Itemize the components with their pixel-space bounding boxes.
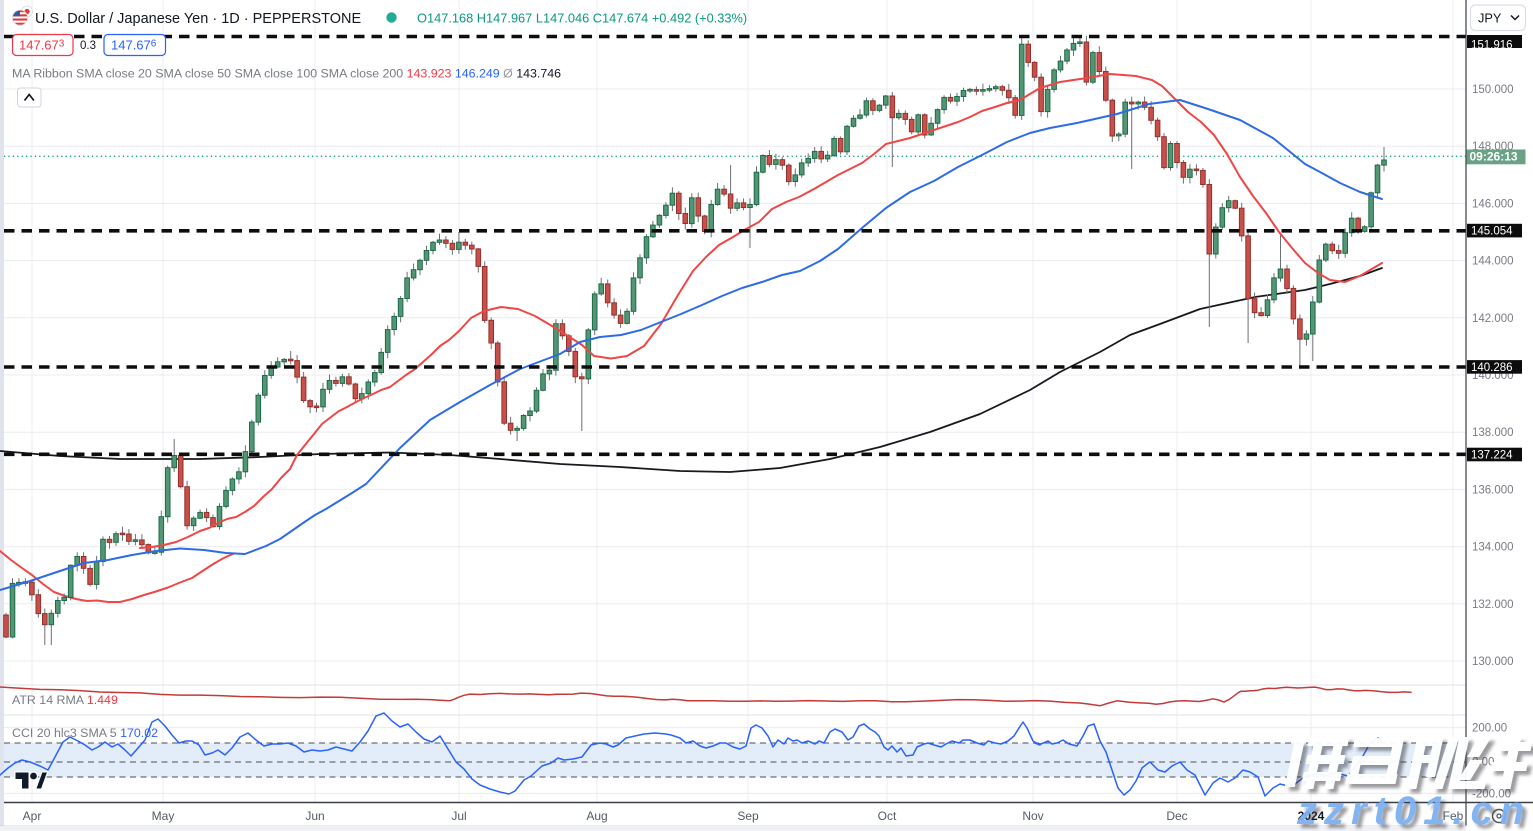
svg-text:Feb: Feb [1443, 809, 1464, 823]
svg-text:134.000: 134.000 [1472, 542, 1514, 554]
svg-text:O147.168 H147.967 L147.046: O147.168 H147.967 L147.046 C147.674 +0.4… [417, 11, 747, 26]
svg-text:150.000: 150.000 [1472, 84, 1514, 96]
svg-text:-200.00: -200.00 [1472, 788, 1511, 800]
svg-text:130.000: 130.000 [1472, 656, 1514, 668]
svg-text:132.000: 132.000 [1472, 599, 1514, 611]
svg-text:146.000: 146.000 [1472, 198, 1514, 210]
svg-text:137.224: 137.224 [1471, 450, 1513, 462]
svg-text:138.000: 138.000 [1472, 427, 1514, 439]
svg-text:U.S. Dollar / Japanese Yen · 1: U.S. Dollar / Japanese Yen · 1D · PEPPER… [35, 11, 361, 27]
svg-text:147.673: 147.673 [19, 38, 65, 53]
svg-text:Sep: Sep [737, 809, 759, 823]
svg-text:Jul: Jul [451, 809, 466, 823]
svg-text:09:26:13: 09:26:13 [1470, 150, 1518, 164]
svg-text:Nov: Nov [1022, 809, 1043, 823]
svg-text:151.916: 151.916 [1471, 40, 1513, 52]
svg-text:Oct: Oct [878, 809, 897, 823]
svg-text:CCI 20 hlc3 SMA 5 170.02: CCI 20 hlc3 SMA 5 170.02 [12, 726, 158, 740]
svg-text:zzrt01.cn: zzrt01.cn [1296, 789, 1531, 831]
svg-text:ATR 14 RMA 1.449: ATR 14 RMA 1.449 [12, 693, 118, 707]
svg-text:Aug: Aug [586, 809, 607, 823]
svg-text:MA Ribbon SMA close 20 SMA clo: MA Ribbon SMA close 20 SMA close 50 SMA … [12, 67, 561, 81]
svg-text:144.000: 144.000 [1472, 256, 1514, 268]
svg-text:Apr: Apr [23, 809, 42, 823]
svg-text:2024: 2024 [1298, 809, 1325, 823]
svg-text:136.000: 136.000 [1472, 484, 1514, 496]
svg-text:200.00: 200.00 [1472, 723, 1507, 735]
svg-text:145.054: 145.054 [1471, 226, 1513, 238]
svg-text:147.676: 147.676 [111, 38, 157, 53]
svg-text:142.000: 142.000 [1472, 313, 1514, 325]
svg-text:0.3: 0.3 [80, 40, 96, 52]
svg-text:Jun: Jun [305, 809, 324, 823]
svg-text:May: May [152, 809, 175, 823]
svg-text:140.286: 140.286 [1471, 362, 1513, 374]
svg-text:Dec: Dec [1166, 809, 1187, 823]
svg-text:JPY: JPY [1478, 11, 1502, 26]
